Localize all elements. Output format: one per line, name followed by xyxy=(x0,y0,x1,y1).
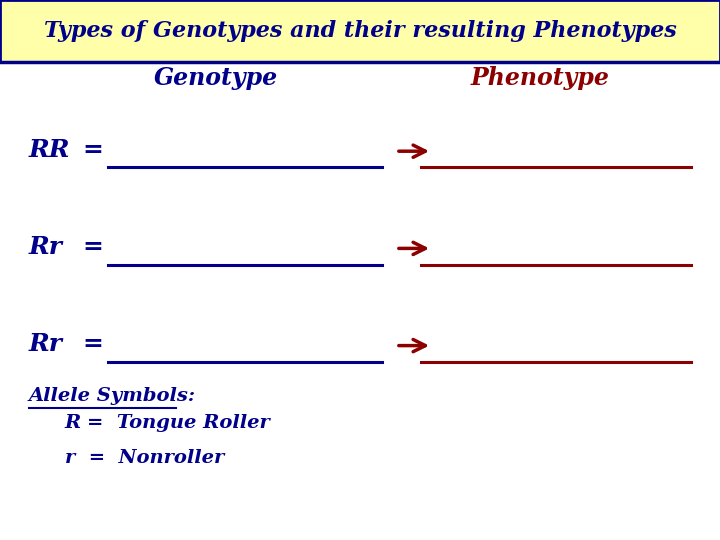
Text: =: = xyxy=(83,333,104,356)
Text: Types of Genotypes and their resulting Phenotypes: Types of Genotypes and their resulting P… xyxy=(44,20,676,42)
Text: Genotype: Genotype xyxy=(154,66,278,90)
Text: Rr: Rr xyxy=(29,235,63,259)
FancyBboxPatch shape xyxy=(0,0,720,62)
Text: Rr: Rr xyxy=(29,333,63,356)
Text: RR: RR xyxy=(29,138,71,162)
Text: =: = xyxy=(83,235,104,259)
Text: r  =  Nonroller: r = Nonroller xyxy=(65,449,224,467)
Text: =: = xyxy=(83,138,104,162)
Text: R =  Tongue Roller: R = Tongue Roller xyxy=(65,414,271,432)
Text: Phenotype: Phenotype xyxy=(471,66,609,90)
Text: Allele Symbols:: Allele Symbols: xyxy=(29,387,196,405)
